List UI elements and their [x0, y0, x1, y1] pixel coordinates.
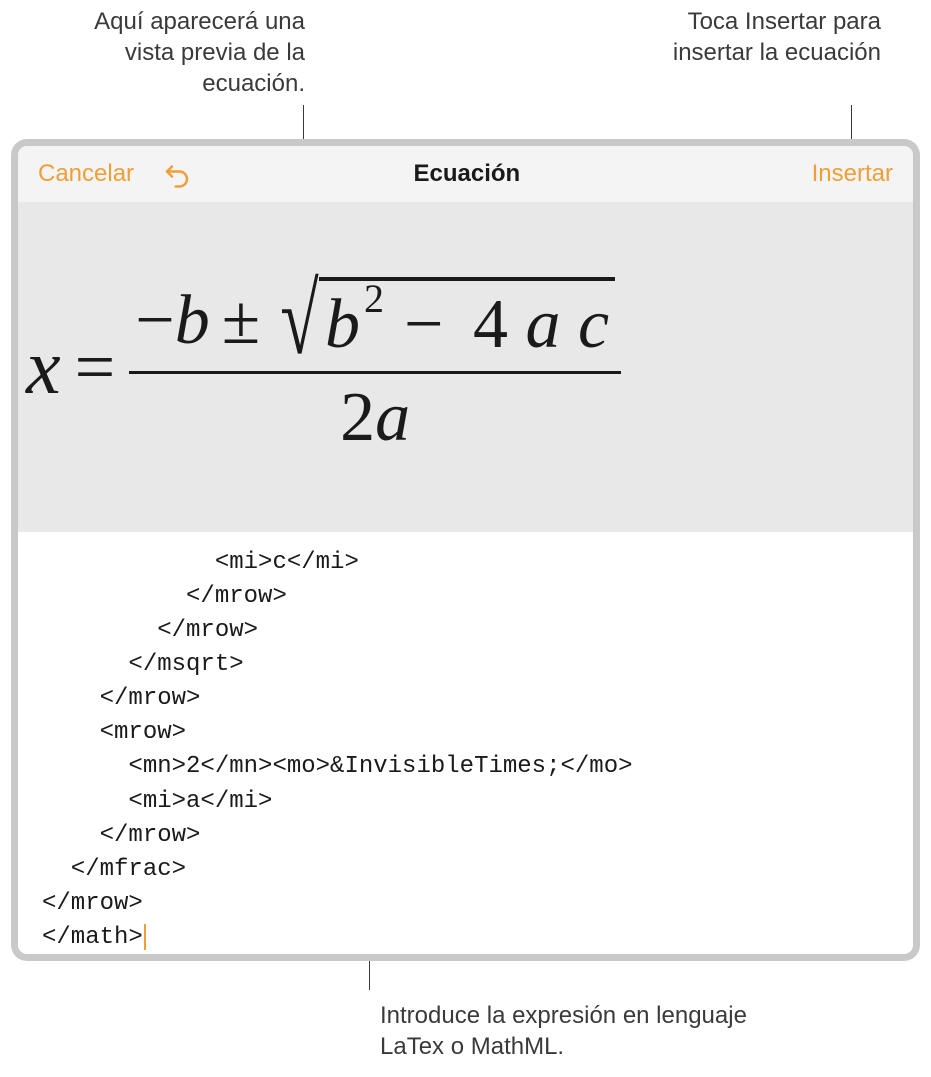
eq-fraction: − b ± √ b 2 − 4 a c: [129, 277, 621, 458]
callout-insert: Toca Insertar para insertar la ecuación: [631, 6, 881, 68]
code-text: <mi>c</mi> </mrow> </mrow> </msqrt> </mr…: [42, 549, 633, 951]
eq-numerator: − b ± √ b 2 − 4 a c: [129, 277, 621, 371]
eq-plusminus: ±: [222, 281, 260, 361]
eq-equals: =: [75, 326, 116, 409]
eq-denom-a: a: [375, 378, 410, 458]
eq-radicand: b 2 − 4 a c: [319, 277, 615, 365]
dialog-toolbar: Cancelar Ecuación Insertar: [18, 146, 913, 202]
eq-exp2: 2: [364, 275, 384, 322]
eq-four: 4: [473, 286, 508, 363]
eq-minus: −: [404, 286, 443, 363]
callout-preview: Aquí aparecerá una vista previa de la ec…: [50, 6, 305, 100]
eq-denom-2: 2: [340, 378, 375, 458]
eq-minus4ac: − 4 a c: [392, 285, 609, 365]
code-input[interactable]: <mi>c</mi> </mrow> </mrow> </msqrt> </mr…: [18, 532, 913, 954]
eq-sqrt: √ b 2 − 4 a c: [272, 277, 615, 365]
eq-variable-x: x: [26, 322, 61, 412]
equation-preview: x = − b ± √ b 2 − 4 a: [18, 202, 913, 532]
callout-input: Introduce la expresión en lenguaje LaTex…: [380, 1000, 800, 1062]
insert-button[interactable]: Insertar: [812, 160, 893, 188]
eq-neg: −: [135, 281, 174, 361]
eq-b: b: [175, 281, 210, 361]
eq-a: a: [526, 286, 561, 363]
eq-b2: b: [325, 285, 360, 365]
text-cursor: [144, 924, 146, 950]
radical-icon: √: [280, 287, 318, 375]
eq-denominator: 2 a: [334, 374, 416, 458]
eq-c: c: [578, 286, 609, 363]
dialog-title: Ecuación: [122, 160, 812, 188]
cancel-button[interactable]: Cancelar: [38, 160, 134, 188]
equation-dialog: Cancelar Ecuación Insertar x = − b ± √: [17, 145, 914, 955]
